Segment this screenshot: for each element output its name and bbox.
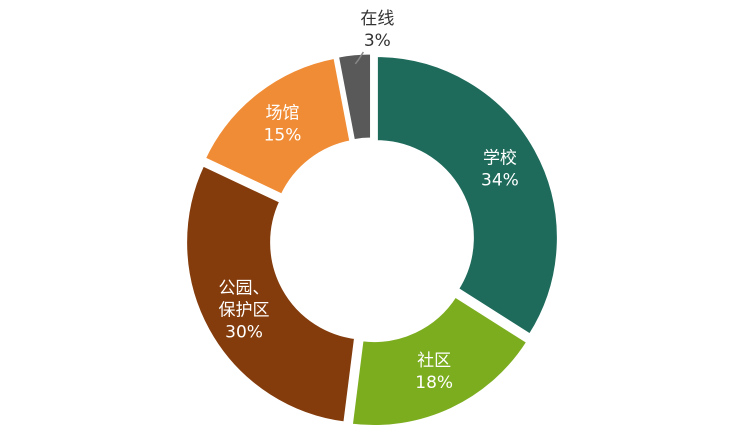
donut-slice (184, 162, 358, 425)
slice-label: 在线 (360, 9, 394, 29)
label-line: 保护区 (219, 300, 270, 320)
label-line: 社区 (417, 351, 451, 371)
leader-line (354, 51, 364, 65)
value-label: 30% (225, 322, 263, 342)
label-line: 场馆 (266, 104, 300, 124)
value-label: 3% (364, 31, 391, 51)
slice-label: 公园、保护区 (219, 278, 270, 320)
label-line: 在线 (360, 9, 394, 29)
slice-label: 社区 (417, 351, 451, 371)
donut-slice (374, 54, 560, 338)
donut-slice (349, 293, 530, 429)
slice-label: 学校 (483, 149, 517, 169)
label-line: 学校 (483, 149, 517, 169)
value-label: 15% (264, 126, 302, 146)
value-label: 18% (415, 373, 453, 393)
value-label: 34% (481, 171, 519, 191)
donut-slice (202, 55, 353, 198)
slice-label: 场馆 (266, 104, 300, 124)
label-line: 公园、 (219, 278, 270, 298)
donut-slice (335, 51, 374, 143)
